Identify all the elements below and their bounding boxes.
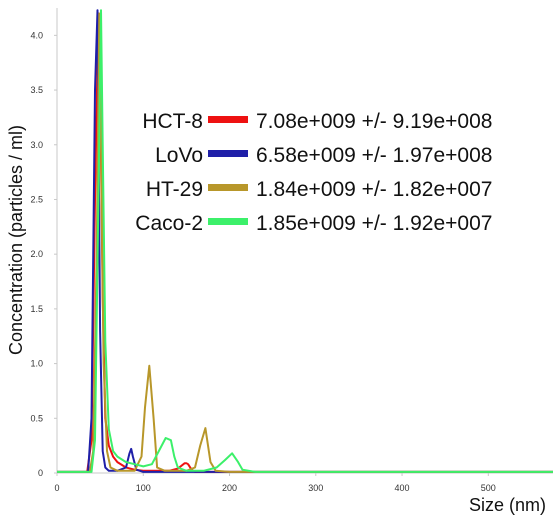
y-tick-labels: 0 0.5 1.0 1.5 2.0 2.5 3.0 3.5 4.0 bbox=[30, 30, 57, 478]
legend-label-hct-8: HCT-8 bbox=[142, 110, 203, 133]
x-tick-labels: 0 100 200 300 400 500 bbox=[54, 473, 496, 493]
x-tick-label: 200 bbox=[222, 483, 237, 493]
y-tick-label: 3.5 bbox=[30, 85, 43, 95]
legend-value-caco-2: 1.85e+009 +/- 1.92e+007 bbox=[256, 212, 492, 235]
x-tick-label: 100 bbox=[136, 483, 151, 493]
legend-value-lovo: 6.58e+009 +/- 1.97e+008 bbox=[256, 144, 492, 167]
y-tick-label: 0 bbox=[38, 468, 43, 478]
y-tick-label: 2.5 bbox=[30, 194, 43, 204]
plot-area: 0 100 200 300 400 500 0 0.5 1.0 1.5 2.0 2.5 3.0 3.5 4… bbox=[30, 8, 553, 493]
legend-swatch-hct-8 bbox=[208, 116, 248, 123]
y-tick-label: 0.5 bbox=[30, 413, 43, 423]
legend-value-hct-8: 7.08e+009 +/- 9.19e+008 bbox=[256, 110, 492, 133]
x-tick-label: 400 bbox=[395, 483, 410, 493]
y-tick-label: 3.0 bbox=[30, 140, 43, 150]
legend-label-lovo: LoVo bbox=[155, 144, 203, 167]
series-layer bbox=[57, 9, 553, 473]
legend-label-caco-2: Caco-2 bbox=[135, 212, 203, 235]
legend: HCT-8 7.08e+009 +/- 9.19e+008 LoVo 6.58e+00… bbox=[135, 110, 492, 235]
y-tick-label: 2.0 bbox=[30, 249, 43, 259]
y-tick-label: 4.0 bbox=[30, 30, 43, 40]
legend-swatch-caco-2 bbox=[208, 218, 248, 225]
x-tick-label: 300 bbox=[308, 483, 323, 493]
legend-swatch-ht-29 bbox=[208, 184, 248, 191]
series-line-ht-29 bbox=[57, 12, 553, 473]
legend-value-ht-29: 1.84e+009 +/- 1.82e+007 bbox=[256, 178, 492, 201]
series-line-caco-2 bbox=[57, 9, 553, 473]
series-line-lovo bbox=[57, 9, 553, 473]
x-axis-title: Size (nm) bbox=[469, 495, 546, 515]
series-line-hct-8 bbox=[57, 12, 553, 473]
y-tick-label: 1.5 bbox=[30, 304, 43, 314]
y-axis-title: Concentration (particles / ml) bbox=[6, 125, 26, 355]
legend-swatch-lovo bbox=[208, 150, 248, 157]
x-tick-label: 0 bbox=[54, 483, 59, 493]
x-tick-label: 500 bbox=[481, 483, 496, 493]
y-tick-label: 1.0 bbox=[30, 359, 43, 369]
legend-label-ht-29: HT-29 bbox=[146, 178, 203, 201]
